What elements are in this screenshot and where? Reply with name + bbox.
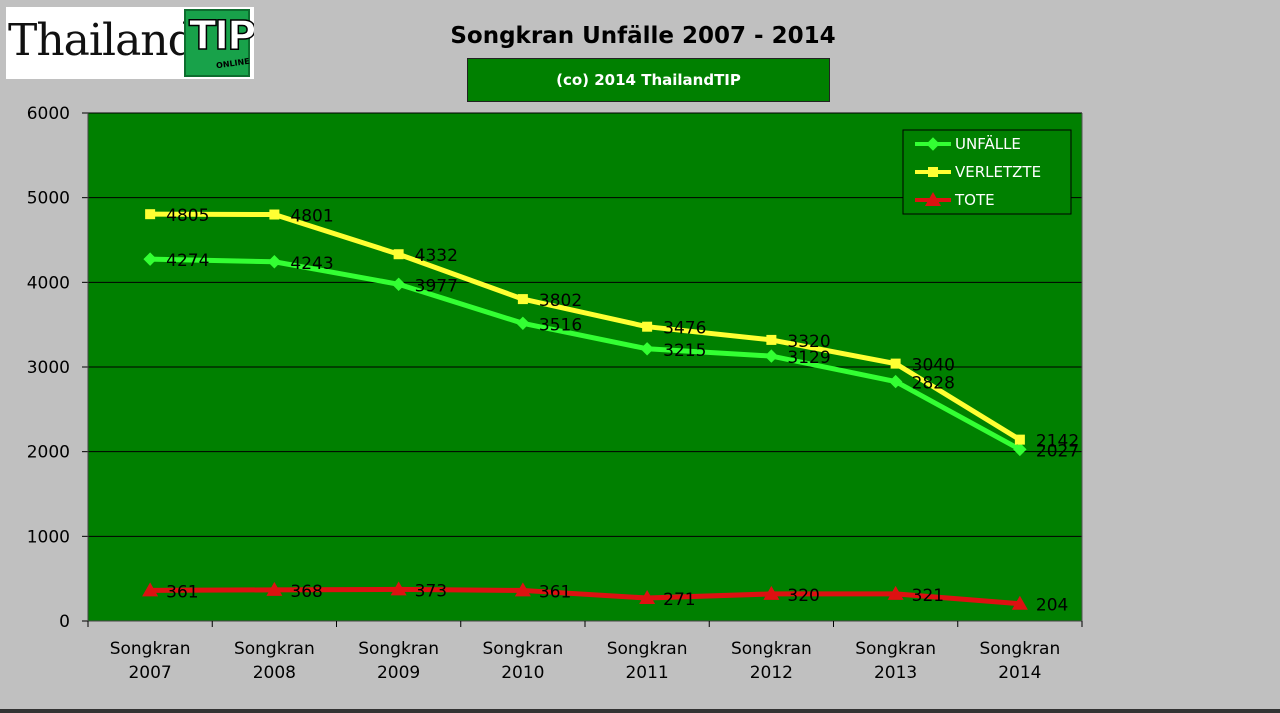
data-point-2 xyxy=(887,585,904,600)
logo-word: Thailand xyxy=(8,15,196,66)
y-tick-label: 2000 xyxy=(27,443,70,463)
data-label-1: 3040 xyxy=(912,356,955,376)
data-point-2 xyxy=(1011,595,1028,610)
thailandtip-logo: Thailand TIP ONLINE xyxy=(6,7,254,79)
data-label-0: 2828 xyxy=(912,374,955,394)
data-label-0: 4243 xyxy=(290,254,333,274)
data-point-1 xyxy=(393,249,404,260)
chart-subtitle: (co) 2014 ThailandTIP xyxy=(556,71,741,89)
y-tick-label: 5000 xyxy=(27,189,70,209)
legend-label: VERLETZTE xyxy=(955,163,1041,181)
data-point-1 xyxy=(269,209,280,220)
data-label-0: 3129 xyxy=(787,348,830,368)
data-label-1: 3476 xyxy=(663,319,706,339)
data-point-2 xyxy=(390,581,407,596)
x-tick-label: 2012 xyxy=(750,663,793,683)
y-tick-label: 1000 xyxy=(27,527,70,547)
y-tick-label: 4000 xyxy=(27,273,70,293)
data-label-1: 4332 xyxy=(415,246,458,266)
legend-swatch-marker xyxy=(925,192,941,206)
data-label-2: 373 xyxy=(415,581,447,601)
x-tick-label: 2013 xyxy=(874,663,917,683)
data-point-1 xyxy=(145,209,156,220)
legend-label: UNFÄLLE xyxy=(955,134,1021,153)
data-point-0 xyxy=(391,277,406,291)
legend-swatch-marker xyxy=(928,167,938,177)
data-point-2 xyxy=(266,581,283,596)
series-line-0 xyxy=(150,256,1022,452)
data-label-0: 2027 xyxy=(1036,441,1079,461)
x-tick-label: Songkran xyxy=(482,639,563,659)
data-label-2: 271 xyxy=(663,590,695,610)
x-tick-label: Songkran xyxy=(855,639,936,659)
data-point-0 xyxy=(267,255,282,269)
x-tick-label: 2014 xyxy=(998,663,1041,683)
data-point-2 xyxy=(514,582,531,597)
data-label-0: 3516 xyxy=(539,315,582,335)
data-point-1 xyxy=(517,294,528,305)
data-point-2 xyxy=(142,582,159,597)
data-label-0: 3215 xyxy=(663,341,706,361)
x-tick-label: 2008 xyxy=(253,663,296,683)
data-label-2: 320 xyxy=(787,586,819,606)
x-tick-label: Songkran xyxy=(110,639,191,659)
y-tick-label: 0 xyxy=(59,612,70,632)
data-label-2: 361 xyxy=(166,582,198,602)
y-tick-label: 3000 xyxy=(27,358,70,378)
data-point-2 xyxy=(639,590,656,605)
x-tick-label: 2010 xyxy=(501,663,544,683)
data-point-0 xyxy=(888,374,903,389)
logo-tip-text: TIP xyxy=(188,12,254,60)
x-tick-label: Songkran xyxy=(358,639,439,659)
x-tick-label: 2009 xyxy=(377,663,420,683)
data-point-0 xyxy=(143,252,157,266)
data-point-0 xyxy=(1013,442,1027,457)
x-tick-label: Songkran xyxy=(607,639,688,659)
data-point-0 xyxy=(764,349,779,363)
data-point-1 xyxy=(1014,434,1025,445)
data-label-2: 204 xyxy=(1036,596,1068,616)
data-label-2: 368 xyxy=(290,582,322,602)
x-tick-label: 2007 xyxy=(128,663,171,683)
x-tick-label: Songkran xyxy=(234,639,315,659)
data-label-1: 3802 xyxy=(539,291,582,311)
chart-title: Songkran Unfälle 2007 - 2014 xyxy=(450,23,836,49)
data-point-1 xyxy=(890,358,901,369)
data-label-0: 4274 xyxy=(166,251,209,271)
data-label-1: 3320 xyxy=(787,332,830,352)
chart-subtitle-box: (co) 2014 ThailandTIP xyxy=(467,58,830,102)
x-tick-label: Songkran xyxy=(731,639,812,659)
data-point-1 xyxy=(766,334,777,345)
data-label-0: 3977 xyxy=(415,276,458,296)
data-label-2: 361 xyxy=(539,582,571,602)
data-label-1: 2142 xyxy=(1036,432,1079,452)
data-point-2 xyxy=(763,585,780,600)
series-line-2 xyxy=(150,586,1021,607)
data-label-1: 4805 xyxy=(166,206,209,226)
data-point-1 xyxy=(642,321,653,332)
data-label-1: 4801 xyxy=(290,207,333,227)
x-tick-label: Songkran xyxy=(979,639,1060,659)
bottom-border xyxy=(0,709,1280,713)
y-tick-label: 6000 xyxy=(27,104,70,124)
x-tick-label: 2011 xyxy=(625,663,668,683)
legend-label: TOTE xyxy=(954,191,995,209)
series-line-1 xyxy=(150,211,1022,442)
legend-swatch-marker xyxy=(926,137,940,151)
data-point-0 xyxy=(516,316,530,331)
logo-tip-box: TIP ONLINE xyxy=(184,9,254,77)
data-label-2: 321 xyxy=(912,586,944,606)
data-point-0 xyxy=(640,342,654,356)
